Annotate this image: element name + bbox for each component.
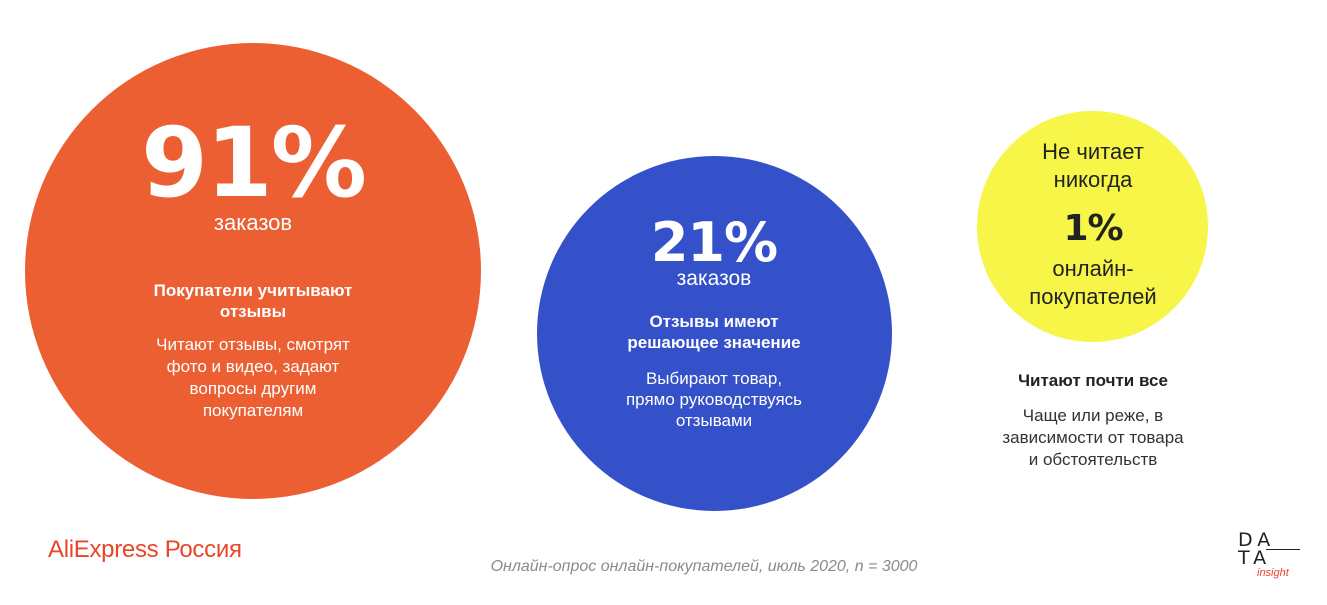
blue-stat-heading-1: Отзывы имеют [649,312,779,331]
orange-stat-unit: заказов [213,210,293,235]
orange-stat-heading-1: Покупатели учитывают [153,281,353,300]
side-note-desc-3: и обстоятельств [1028,450,1158,469]
orange-stat-circle [25,43,481,499]
yellow-stat-value: 1% [1063,208,1123,249]
blue-stat-desc-2: прямо руководствуясь [625,390,803,409]
side-note-desc-2: зависимости от товара [1002,428,1184,447]
blue-stat-value: 21% [650,211,778,274]
aliexpress-logo: AliExpress Россия [48,536,242,563]
blue-stat-desc-1: Выбирают товар, [645,369,783,388]
side-note-heading: Читают почти все [1018,371,1168,390]
yellow-stat-unit-1: онлайн- [1052,256,1134,281]
orange-stat-desc-1: Читают отзывы, смотрят [156,335,350,354]
yellow-stat-title-1: Не читает [1042,139,1144,164]
blue-stat-unit: заказов [676,267,752,290]
orange-stat-value: 91% [141,107,367,219]
yellow-stat-circle [977,111,1208,342]
yellow-stat-unit-2: покупателей [1029,284,1157,309]
data-insight-logo-line2: TA [1238,547,1272,569]
blue-stat-heading-2: решающее значение [627,333,801,352]
source-note: Онлайн-опрос онлайн-покупателей, июль 20… [490,558,918,575]
yellow-stat-title-2: никогда [1053,167,1133,192]
orange-stat-desc-3: вопросы другим [189,379,317,398]
side-note-desc-1: Чаще или реже, в [1022,406,1164,425]
data-insight-logo-rule [1266,549,1300,550]
orange-stat-heading-2: отзывы [219,302,287,321]
blue-stat-circle [537,156,892,511]
orange-stat-desc-2: фото и видео, задают [166,357,340,376]
data-insight-logo: DA TA insight [1238,531,1308,581]
orange-stat-desc-4: покупателям [202,401,304,420]
blue-stat-desc-3: отзывами [675,411,753,430]
data-insight-logo-line1: DA [1238,529,1276,551]
data-insight-logo-small: insight [1257,567,1289,579]
